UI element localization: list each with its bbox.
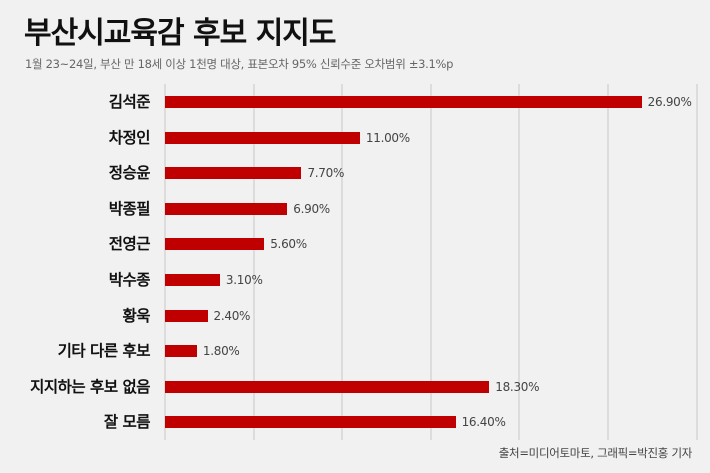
bar <box>165 345 197 358</box>
gridline <box>341 84 344 440</box>
category-label: 박수종 <box>108 271 151 289</box>
value-label: 5.60% <box>270 237 307 252</box>
bar <box>165 274 220 286</box>
bar-row: 차정인 11.00% <box>0 120 710 156</box>
source-credit: 출처=미디어토마토, 그래픽=박진홍 기자 <box>498 446 693 460</box>
bar-row: 잘 모름 16.40% <box>0 404 710 440</box>
bar-row: 기타 다른 후보 1.80% <box>0 333 710 369</box>
value-label: 11.00% <box>365 130 410 145</box>
value-label: 7.70% <box>307 166 345 181</box>
gridline <box>252 84 255 440</box>
bar-row: 박수종 3.10% <box>0 262 710 298</box>
bar <box>165 238 265 251</box>
category-label: 잘 모름 <box>103 413 151 432</box>
gridline <box>429 84 432 440</box>
chart-subtitle: 1월 23~24일, 부산 만 18세 이상 1천명 대상, 표본오차 95% … <box>25 57 454 71</box>
category-label: 정승윤 <box>108 164 151 183</box>
category-label: 박종필 <box>108 199 151 218</box>
gridline <box>164 84 166 440</box>
value-label: 16.40% <box>461 415 506 430</box>
category-label: 차정인 <box>108 128 151 147</box>
category-label: 지지하는 후보 없음 <box>30 377 150 396</box>
bar <box>165 167 302 180</box>
bar <box>165 309 208 322</box>
bar <box>165 416 456 429</box>
category-label: 황욱 <box>122 306 150 325</box>
bar <box>165 380 490 393</box>
value-label: 2.40% <box>213 308 251 323</box>
gridline <box>518 84 521 440</box>
bar-row: 박종필 6.90% <box>0 191 710 227</box>
bar-row: 김석준 26.90% <box>0 84 710 120</box>
bar-row: 지지하는 후보 없음 18.30% <box>0 369 710 405</box>
gridline <box>607 84 609 440</box>
bar <box>165 96 642 108</box>
value-label: 3.10% <box>225 273 263 287</box>
bar <box>165 202 288 215</box>
value-label: 1.80% <box>202 344 240 359</box>
bar-row: 전영근 5.60% <box>0 226 710 262</box>
chart-title: 부산시교육감 후보 지지도 <box>24 16 336 51</box>
category-label: 기타 다른 후보 <box>57 342 151 361</box>
value-label: 18.30% <box>495 379 540 394</box>
bar <box>165 131 360 144</box>
value-label: 26.90% <box>647 95 692 109</box>
bar-row: 정승윤 7.70% <box>0 155 710 191</box>
category-label: 전영근 <box>108 235 151 254</box>
bar-row: 황욱 2.40% <box>0 298 710 334</box>
value-label: 6.90% <box>293 201 330 216</box>
category-label: 김석준 <box>108 93 151 111</box>
gridline <box>695 84 698 440</box>
